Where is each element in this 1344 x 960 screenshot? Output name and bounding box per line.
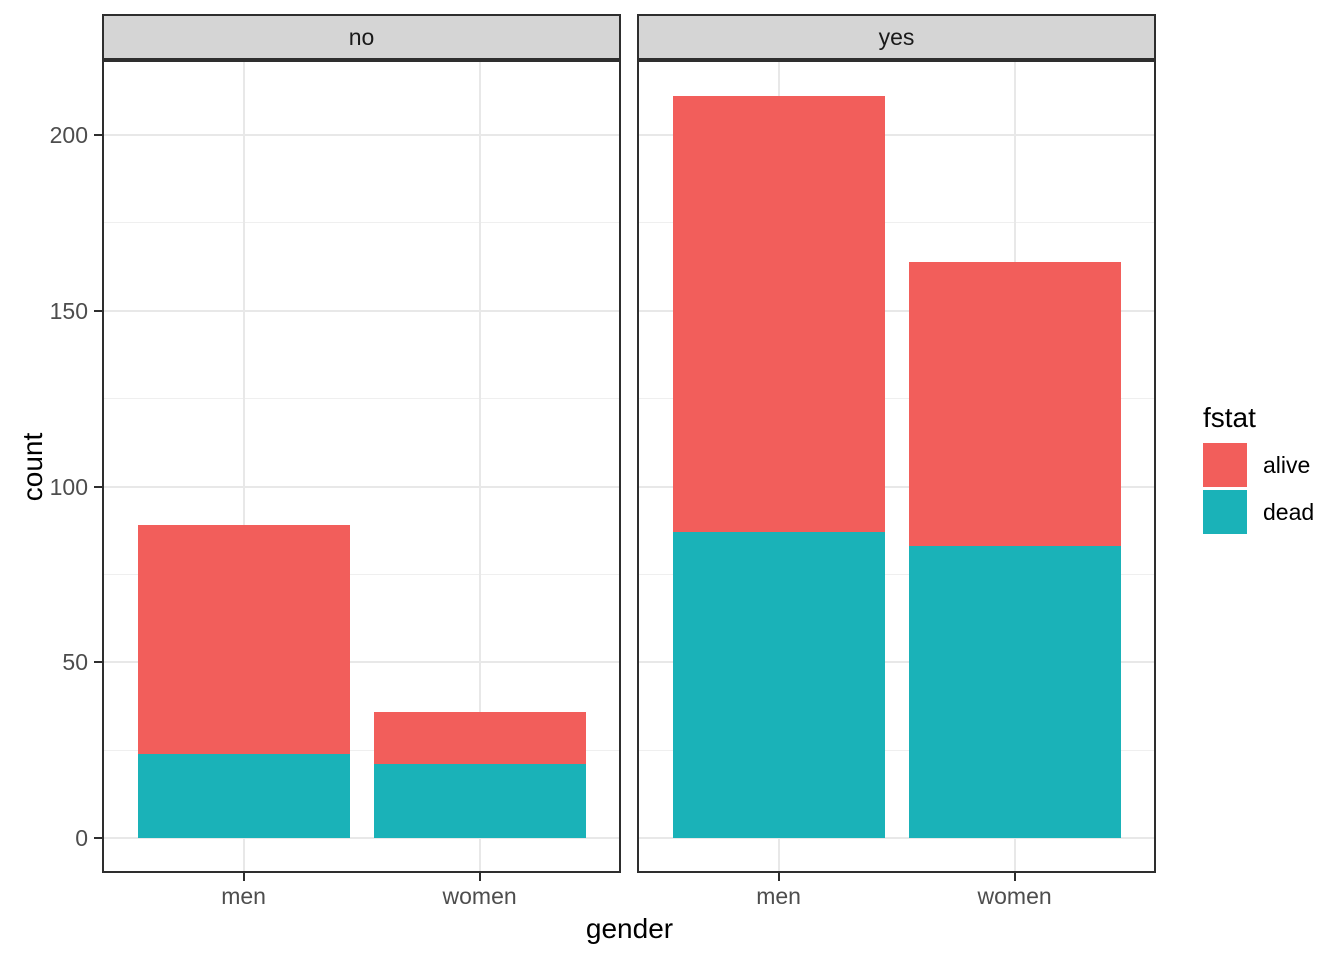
- legend-label-alive: alive: [1263, 452, 1311, 478]
- gridline-horizontal-major: [637, 485, 1156, 488]
- gridline-vertical-major: [242, 60, 245, 873]
- gridline-horizontal-major: [637, 837, 1156, 840]
- facet-panel: [102, 60, 621, 873]
- legend-key-alive: [1203, 443, 1247, 487]
- gridline-horizontal-major: [637, 309, 1156, 312]
- legend-label-dead: dead: [1263, 499, 1315, 525]
- x-axis-tick: [478, 873, 481, 881]
- gridline-horizontal-minor: [637, 398, 1156, 400]
- y-axis-tick-label: 50: [62, 649, 88, 676]
- gridline-vertical-major: [478, 60, 481, 873]
- y-axis-tick-label: 150: [49, 297, 88, 324]
- facet-strip: no: [102, 14, 621, 60]
- gridline-horizontal-minor: [637, 574, 1156, 576]
- legend-title: fstat: [1203, 402, 1256, 433]
- x-axis-title: gender: [585, 913, 674, 944]
- bar-segment-yes-men-alive: [672, 96, 885, 533]
- y-axis-title: count: [17, 432, 48, 502]
- gridline-horizontal-minor: [102, 749, 621, 751]
- gridline-horizontal-minor: [637, 749, 1156, 751]
- y-axis-tick-label: 200: [49, 122, 88, 148]
- x-axis-tick: [1013, 873, 1016, 881]
- y-axis-tick: [94, 837, 102, 840]
- y-axis-tick-label: 0: [75, 825, 88, 852]
- x-axis-tick: [777, 873, 780, 881]
- bar-segment-no-women-alive: [373, 711, 586, 765]
- bar-segment-no-men-alive: [137, 525, 350, 754]
- y-axis-tick-label: 100: [49, 473, 88, 500]
- y-axis-tick: [94, 661, 102, 664]
- bar-segment-yes-women-alive: [908, 261, 1121, 547]
- facet-panel: [637, 60, 1156, 873]
- y-axis-tick: [94, 134, 102, 136]
- facet-strip-label: no: [348, 23, 375, 50]
- bar-segment-no-women-dead: [373, 764, 586, 839]
- gridline-horizontal-minor: [102, 574, 621, 576]
- bar-segment-no-men-dead: [137, 753, 350, 839]
- x-axis-tick-label: women: [977, 883, 1052, 909]
- gridline-horizontal-major: [102, 661, 621, 664]
- gridline-horizontal-major: [637, 661, 1156, 664]
- gridline-horizontal-major: [102, 309, 621, 312]
- y-axis-tick: [94, 309, 102, 312]
- legend-key-dead: [1203, 490, 1247, 534]
- x-axis-tick-label: men: [221, 883, 266, 909]
- facet-strip-label: yes: [878, 23, 915, 50]
- bar-segment-yes-women-dead: [908, 546, 1121, 839]
- gridline-horizontal-major: [102, 837, 621, 840]
- gridline-horizontal-major: [102, 485, 621, 488]
- gridline-horizontal-major: [637, 134, 1156, 136]
- x-axis-tick: [242, 873, 245, 881]
- x-axis-tick-label: men: [756, 883, 801, 909]
- y-axis-tick: [94, 485, 102, 488]
- gridline-horizontal-minor: [102, 222, 621, 224]
- gridline-horizontal-major: [102, 134, 621, 136]
- gridline-horizontal-minor: [637, 222, 1156, 224]
- bar-segment-yes-men-dead: [672, 532, 885, 839]
- gridline-horizontal-minor: [102, 398, 621, 400]
- x-axis-tick-label: women: [442, 883, 517, 909]
- facet-strip: yes: [637, 14, 1156, 60]
- legend: fstat alive dead: [1203, 402, 1343, 542]
